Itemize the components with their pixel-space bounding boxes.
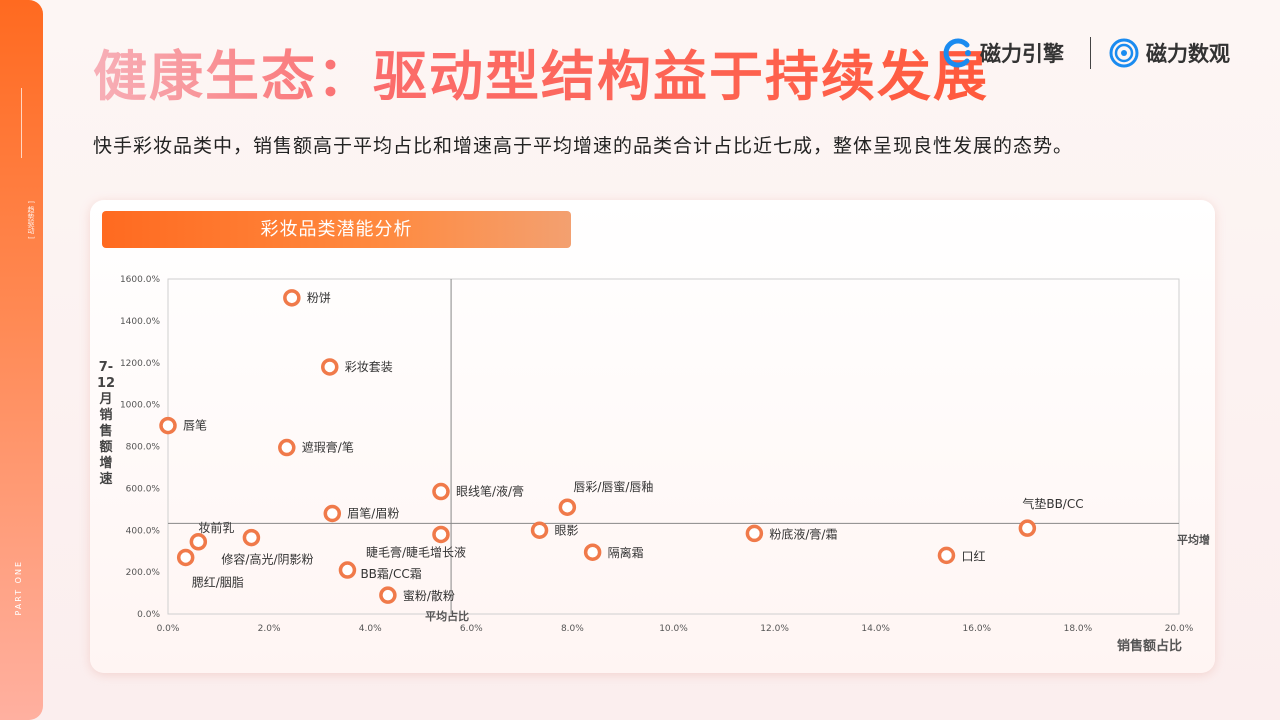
side-divider bbox=[21, 88, 22, 158]
y-tick-label: 1400.0% bbox=[120, 317, 160, 327]
x-tick-label: 12.0% bbox=[760, 624, 789, 634]
data-point-label: 修容/高光/阴影粉 bbox=[221, 552, 313, 567]
y-tick-label: 200.0% bbox=[126, 568, 161, 578]
y-tick-label: 0.0% bbox=[137, 610, 160, 620]
page-subtitle: 快手彩妆品类中，销售额高于平均占比和增速高于平均增速的品类合计占比近七成，整体呈… bbox=[93, 135, 1074, 157]
y-tick-label: 1000.0% bbox=[120, 401, 160, 411]
data-point-label: 遮瑕膏/笔 bbox=[302, 440, 354, 455]
data-point-label: 唇彩/唇蜜/唇釉 bbox=[573, 479, 653, 494]
data-point bbox=[338, 561, 357, 579]
data-point-label: 粉饼 bbox=[307, 291, 331, 305]
y-tick-label: 1200.0% bbox=[120, 359, 160, 369]
data-point-label: 眼影 bbox=[555, 523, 579, 537]
brand-cili-shuguan-label: 磁力数观 bbox=[1146, 42, 1230, 66]
data-point-label: 腮红/胭脂 bbox=[192, 574, 244, 589]
cili-engine-logo-icon bbox=[943, 38, 971, 68]
y-tick-label: 400.0% bbox=[126, 526, 161, 536]
data-point bbox=[176, 548, 195, 567]
data-point bbox=[583, 543, 602, 561]
y-axis-label: 7-12月销售额增速 bbox=[96, 360, 116, 487]
data-point-label: 眼线笔/液/膏 bbox=[456, 484, 524, 499]
x-tick-label: 6.0% bbox=[460, 624, 483, 634]
brand-divider bbox=[1090, 37, 1091, 69]
data-point bbox=[278, 438, 296, 457]
avg-share-label: 平均占比 bbox=[425, 609, 469, 623]
y-tick-label: 600.0% bbox=[126, 484, 161, 494]
cili-shuguan-logo-icon bbox=[1109, 38, 1139, 68]
x-tick-label: 18.0% bbox=[1064, 624, 1093, 634]
data-point-label: 唇笔 bbox=[183, 418, 207, 433]
data-point bbox=[558, 498, 577, 516]
data-point bbox=[530, 521, 549, 539]
x-tick-label: 14.0% bbox=[861, 624, 890, 634]
data-point bbox=[379, 586, 397, 604]
side-part-label: PART ONE bbox=[14, 560, 23, 616]
data-point-label: BB霜/CC霜 bbox=[360, 567, 421, 581]
data-point bbox=[937, 546, 956, 565]
data-point bbox=[745, 524, 764, 543]
data-point bbox=[432, 525, 450, 544]
data-point bbox=[1018, 519, 1037, 537]
x-tick-label: 4.0% bbox=[359, 624, 382, 634]
data-point-label: 口红 bbox=[961, 548, 985, 563]
data-point-label: 粉底液/膏/霜 bbox=[769, 526, 837, 541]
data-point bbox=[189, 533, 208, 551]
data-point-label: 蜜粉/散粉 bbox=[403, 588, 455, 603]
data-point bbox=[283, 289, 301, 307]
y-tick-label: 1600.0% bbox=[120, 275, 160, 285]
data-point-label: 眉笔/眉粉 bbox=[347, 506, 399, 521]
x-tick-label: 8.0% bbox=[561, 624, 584, 634]
data-point-label: 彩妆套装 bbox=[345, 360, 393, 374]
plot-frame bbox=[167, 278, 1180, 615]
data-point-label: 气垫BB/CC bbox=[1022, 496, 1083, 511]
brand-cili-engine-label: 磁力引擎 bbox=[980, 42, 1064, 66]
data-point bbox=[432, 482, 450, 501]
x-axis-label: 销售额占比 bbox=[1117, 638, 1182, 654]
data-point-label: 睫毛膏/睫毛增长液 bbox=[366, 544, 466, 559]
data-point-label: 隔离霜 bbox=[608, 545, 644, 560]
scatter-chart: 0.0% 2.0% 4.0% 6.0% 8.0% 10.0% 12.0% 14.0% 16.0%… bbox=[120, 275, 1210, 654]
x-tick-label: 16.0% bbox=[963, 624, 992, 634]
brand-cili-engine: 磁力引擎 bbox=[940, 37, 1064, 69]
data-point bbox=[159, 416, 177, 435]
brand-cili-shuguan: 磁力数观 bbox=[1108, 37, 1230, 69]
y-tick-label: 800.0% bbox=[126, 443, 161, 453]
page-title: 健康生态：驱动型结构益于持续发展 bbox=[93, 32, 989, 111]
x-tick-label: 2.0% bbox=[258, 624, 281, 634]
x-tick-label: 20.0% bbox=[1165, 624, 1194, 634]
data-point-label: 妆前乳 bbox=[198, 520, 234, 535]
x-tick-label: 10.0% bbox=[659, 624, 688, 634]
chart-card-header: 彩妆品类潜能分析 bbox=[102, 211, 571, 248]
side-bar: [ 趋势驱动 ] PART ONE bbox=[0, 0, 43, 720]
side-tag: [ 趋势驱动 ] bbox=[27, 201, 35, 239]
avg-growth-label: 平均增速 bbox=[1177, 532, 1210, 546]
data-point bbox=[323, 504, 342, 523]
data-point bbox=[321, 358, 339, 376]
x-tick-label: 0.0% bbox=[157, 624, 180, 634]
data-point bbox=[242, 528, 261, 547]
